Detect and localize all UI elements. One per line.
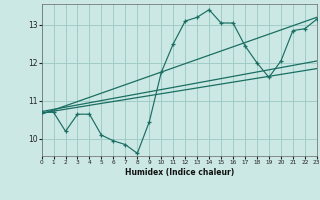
X-axis label: Humidex (Indice chaleur): Humidex (Indice chaleur) bbox=[124, 168, 234, 177]
